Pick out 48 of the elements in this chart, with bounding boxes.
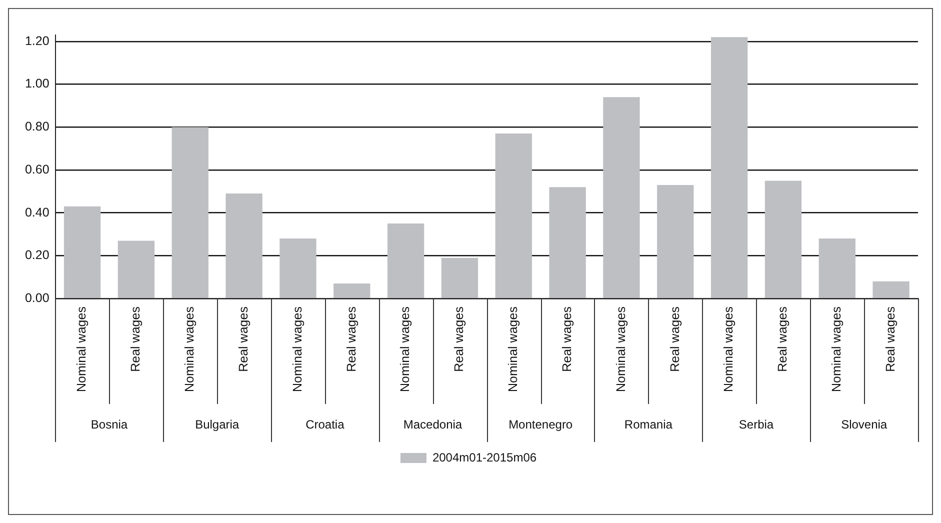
bar bbox=[441, 258, 478, 298]
bar bbox=[710, 37, 748, 298]
text: Romania bbox=[624, 417, 673, 432]
x-tick-label: Nominal wages bbox=[830, 306, 844, 392]
bar bbox=[172, 127, 208, 298]
bar bbox=[280, 238, 316, 298]
x-tick-label: Nominal wages bbox=[398, 306, 412, 392]
bar bbox=[872, 281, 910, 298]
x-tick-label: Nominal wages bbox=[74, 306, 89, 392]
x-tick-label: Real wages bbox=[883, 306, 898, 372]
x-tick-label: Real wages bbox=[776, 306, 790, 372]
text: Montenegro bbox=[508, 417, 573, 432]
y-tick-label: 1.00 bbox=[24, 76, 50, 91]
x-tick-label: Nominal wages bbox=[722, 306, 736, 392]
text: Slovenia bbox=[841, 417, 888, 432]
bar bbox=[118, 240, 155, 298]
y-tick-label: 0.20 bbox=[24, 248, 50, 262]
x-tick-label: Real wages bbox=[236, 306, 250, 372]
bar bbox=[334, 284, 370, 298]
bar bbox=[387, 224, 424, 298]
y-tick-label: 0.40 bbox=[24, 205, 50, 220]
bar bbox=[764, 180, 802, 298]
x-tick-label: Real wages bbox=[128, 306, 143, 372]
y-tick-label: 0.00 bbox=[24, 291, 50, 305]
text: Serbia bbox=[738, 417, 774, 432]
x-tick-label: Nominal wages bbox=[614, 306, 628, 392]
text: Bosnia bbox=[90, 417, 128, 432]
bar bbox=[603, 97, 640, 298]
text: Bulgaria bbox=[195, 417, 240, 432]
bar bbox=[818, 238, 856, 298]
x-tick-label: Real wages bbox=[560, 306, 574, 372]
text: Croatia bbox=[306, 417, 345, 432]
text: Macedonia bbox=[403, 417, 462, 432]
x-tick-label: Nominal wages bbox=[290, 306, 304, 392]
bar bbox=[226, 194, 262, 298]
x-tick-label: Real wages bbox=[452, 306, 466, 372]
x-tick-label: Real wages bbox=[668, 306, 682, 372]
x-tick-label: Nominal wages bbox=[506, 306, 520, 392]
bar bbox=[657, 184, 694, 298]
x-tick-label: Nominal wages bbox=[182, 306, 197, 392]
bar bbox=[549, 187, 586, 298]
y-tick-label: 0.60 bbox=[24, 162, 50, 176]
y-tick-label: 0.80 bbox=[24, 120, 50, 134]
x-tick-label: Real wages bbox=[344, 306, 358, 372]
legend-label: 2004m01-2015m06 bbox=[432, 450, 537, 464]
y-tick-label: 1.20 bbox=[24, 34, 50, 48]
bar bbox=[495, 134, 532, 298]
bar bbox=[64, 206, 101, 298]
